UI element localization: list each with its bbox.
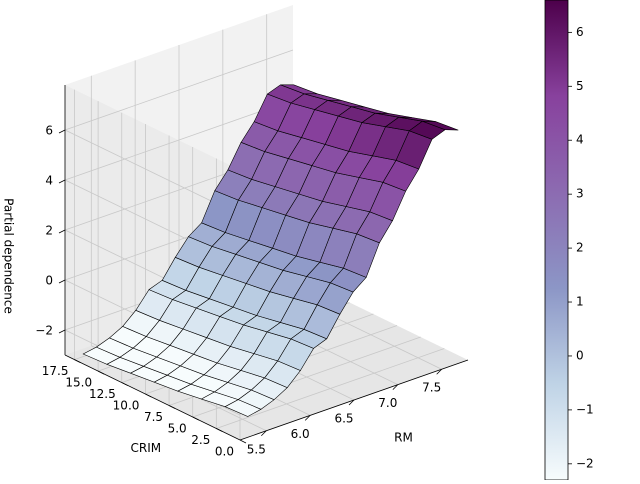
- rm-tick-label: 7.5: [422, 381, 441, 395]
- crim-tick-label: 2.5: [191, 433, 210, 447]
- rm-tick: [261, 430, 267, 437]
- crim-tick: [121, 382, 128, 386]
- colorbar-tick-label: 3: [576, 187, 584, 201]
- rm-tick: [392, 384, 399, 390]
- z-tick: [58, 229, 66, 234]
- crim-tick-label: 0.0: [215, 445, 234, 459]
- crim-tick: [145, 393, 152, 398]
- z-tick-label: 0: [45, 274, 53, 288]
- colorbar-gradient-bar: [544, 0, 569, 481]
- rm-tick-label: 6.5: [334, 412, 353, 426]
- crim-tick-label: 5.0: [168, 422, 187, 436]
- colorbar-tick-label: −2: [576, 456, 594, 470]
- colorbar-tick-label: −1: [576, 402, 594, 416]
- crim-tick: [74, 359, 81, 363]
- z-tick-label: 4: [45, 174, 53, 188]
- rm-tick: [436, 368, 442, 375]
- z-tick: [58, 329, 66, 334]
- crim-tick-label: 12.5: [89, 387, 116, 401]
- colorbar-tick-label: 4: [576, 133, 584, 147]
- z-tick: [58, 129, 66, 134]
- colorbar-tick-label: 5: [576, 79, 584, 93]
- crim-tick-label: 17.5: [42, 364, 69, 378]
- crim-tick-label: 7.5: [144, 410, 163, 424]
- z-tick-label: 2: [45, 224, 53, 238]
- rm-tick-label: 7.0: [378, 396, 397, 410]
- crim-tick-label: 15.0: [65, 376, 92, 390]
- colorbar-tick-label: 6: [576, 25, 584, 39]
- rm-tick-label: 5.5: [247, 442, 266, 456]
- z-tick: [58, 279, 66, 284]
- grid-z-back: [64, 99, 294, 181]
- z-tick-label: 6: [45, 124, 53, 138]
- crim-tick: [168, 405, 176, 409]
- crim-axis-label: CRIM: [130, 441, 161, 455]
- colorbar-tick-label: 2: [576, 241, 584, 255]
- crim-tick-label: 10.0: [113, 399, 140, 413]
- grid-y-floor: [216, 348, 445, 429]
- crim-tick: [192, 416, 199, 421]
- rm-tick-label: 6.0: [291, 427, 310, 441]
- rm-tick: [348, 399, 355, 406]
- rm-tick: [304, 415, 311, 421]
- z-axis-label: Partial dependence: [2, 198, 16, 314]
- colorbar: −2 −1 0 1 2 3 4 5 6: [544, 0, 594, 481]
- grid-z-back: [64, 49, 294, 131]
- z-tick: [58, 179, 66, 184]
- surface-mesh: [82, 84, 459, 417]
- colorbar-tick-label: 0: [576, 348, 584, 362]
- colorbar-tick-label: 1: [576, 295, 584, 309]
- crim-axis-line: [64, 354, 241, 441]
- rm-axis-label: RM: [394, 430, 413, 444]
- crim-tick: [97, 370, 105, 375]
- crim-tick: [239, 439, 247, 444]
- axes: 5.5 6.0 6.5 7.0 7.5 0.0 2.5 5.0 7.5 10.012.515.01…: [2, 85, 469, 459]
- z-tick-label: −2: [35, 324, 53, 338]
- crim-tick: [216, 428, 223, 432]
- surface-facet: [422, 120, 459, 131]
